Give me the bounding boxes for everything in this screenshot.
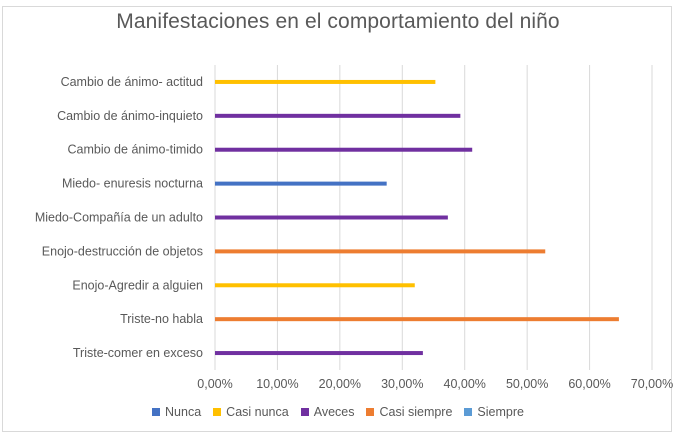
legend-swatch	[152, 408, 161, 416]
legend-label: Casi siempre	[379, 405, 453, 419]
x-tick-label: 10,00%	[256, 377, 298, 391]
x-tick-label: 70,00%	[631, 377, 673, 391]
category-label: Miedo-Compañía de un adulto	[35, 211, 203, 225]
legend-label: Nunca	[165, 405, 202, 419]
legend: Nunca Casi nunca Aveces Casi siempre Siempre	[0, 405, 676, 419]
category-label: Enojo-Agredir a alguien	[72, 278, 203, 292]
x-tick-label: 20,00%	[319, 377, 361, 391]
category-label: Cambio de ánimo-timido	[68, 143, 204, 157]
legend-item: Aveces	[300, 405, 355, 419]
legend-swatch	[213, 408, 222, 416]
legend-item: Casi nunca	[213, 405, 289, 419]
bar-casi-siempre	[215, 249, 546, 254]
legend-item: Casi siempre	[366, 405, 452, 419]
chart-title: Manifestaciones en el comportamiento del…	[116, 10, 560, 33]
legend-item: Siempre	[464, 405, 524, 419]
legend-swatch	[464, 408, 473, 416]
category-label: Enojo-destrucción de objetos	[42, 244, 203, 258]
legend-swatch	[366, 408, 375, 416]
category-label: Triste-no habla	[120, 312, 203, 326]
bar-aveces	[215, 351, 423, 356]
bar-aveces	[215, 113, 461, 118]
bar-aveces	[215, 147, 473, 152]
bar-aveces	[215, 215, 448, 220]
x-tick-label: 40,00%	[444, 377, 486, 391]
x-tick-label: 50,00%	[506, 377, 548, 391]
bar-nunca	[215, 181, 387, 186]
bar-casi-nunca	[215, 79, 436, 84]
category-label: Triste-comer en exceso	[73, 346, 203, 360]
legend-item: Nunca	[152, 405, 201, 419]
legend-swatch	[300, 408, 309, 416]
legend-label: Casi nunca	[226, 405, 289, 419]
legend-label: Aveces	[313, 405, 355, 419]
legend-label: Siempre	[477, 405, 524, 419]
x-tick-label: 60,00%	[568, 377, 610, 391]
bar-casi-siempre	[215, 317, 619, 322]
category-label: Miedo- enuresis nocturna	[62, 177, 203, 191]
x-tick-label: 0,00%	[197, 377, 232, 391]
category-label: Cambio de ánimo- actitud	[61, 75, 203, 89]
x-tick-label: 30,00%	[381, 377, 423, 391]
bar-casi-nunca	[215, 283, 415, 288]
category-label: Cambio de ánimo-inquieto	[57, 109, 203, 123]
